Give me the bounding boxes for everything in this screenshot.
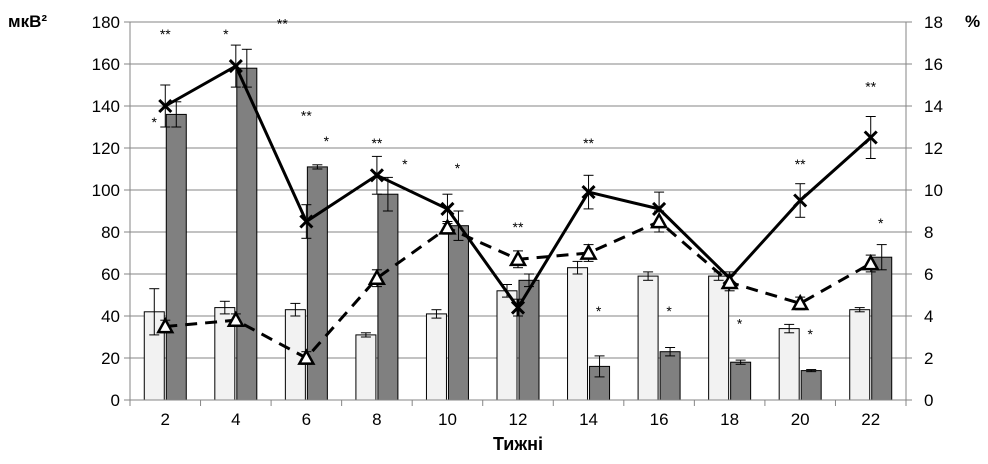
x-tick-label: 6: [302, 410, 311, 429]
x-tick-label: 22: [861, 410, 880, 429]
bar: [730, 361, 752, 401]
left-tick-label: 120: [92, 139, 120, 158]
significance-mark: **: [865, 78, 876, 94]
significance-mark: *: [402, 156, 408, 172]
significance-mark: *: [878, 215, 884, 231]
x-tick-label: 10: [438, 410, 457, 429]
bar: [800, 370, 822, 401]
significance-mark: *: [324, 133, 330, 149]
x-tick-label: 12: [509, 410, 528, 429]
x-marker: [228, 59, 243, 74]
significance-mark: **: [160, 26, 171, 42]
right-tick-label: 10: [924, 181, 943, 200]
left-tick-label: 80: [101, 223, 120, 242]
x-marker: [581, 185, 596, 200]
x-marker: [158, 98, 173, 114]
x-tick-label: 20: [791, 410, 810, 429]
right-tick-label: 16: [924, 55, 943, 74]
left-tick-label: 60: [101, 265, 120, 284]
series-line: [165, 219, 872, 360]
bar: [355, 334, 377, 401]
right-tick-label: 8: [924, 223, 933, 242]
significance-mark: *: [807, 326, 813, 342]
left-tick-label: 140: [92, 97, 120, 116]
bar: [659, 351, 681, 401]
bar: [637, 275, 659, 401]
left-tick-label: 160: [92, 55, 120, 74]
significance-mark: **: [277, 15, 288, 31]
bar: [496, 290, 518, 401]
bar: [306, 166, 328, 401]
x-marker: [510, 300, 526, 315]
right-tick-label: 12: [924, 139, 943, 158]
left-tick-label: 180: [92, 13, 120, 32]
significance-mark: **: [371, 135, 382, 151]
triangle-marker: [649, 211, 669, 229]
triangle-marker: [297, 348, 316, 365]
significance-mark: **: [513, 219, 524, 235]
significance-mark: *: [737, 316, 743, 332]
x-tick-label: 16: [650, 410, 669, 429]
bar: [377, 193, 399, 401]
significance-mark: **: [795, 156, 806, 172]
gridlines: [130, 21, 906, 359]
right-axis-unit: %: [965, 12, 980, 31]
triangle-marker: [720, 272, 739, 290]
x-marker: [652, 201, 667, 216]
x-tick-label: 4: [231, 410, 240, 429]
right-tick-label: 0: [924, 391, 933, 410]
left-tick-label: 20: [101, 349, 120, 368]
right-tick-label: 4: [924, 307, 933, 326]
left-tick-label: 40: [101, 307, 120, 326]
bar: [778, 328, 800, 401]
triangle-marker: [508, 249, 528, 267]
bar: [165, 113, 187, 401]
right-tick-label: 14: [924, 97, 943, 116]
right-tick-label: 18: [924, 13, 943, 32]
x-tick-label: 14: [579, 410, 598, 429]
triangle-marker: [438, 218, 457, 235]
right-tick-label: 2: [924, 349, 933, 368]
x-marker: [440, 201, 455, 216]
x-tick-label: 18: [720, 410, 739, 429]
bar: [425, 313, 447, 401]
left-tick-label: 100: [92, 181, 120, 200]
significance-mark: *: [152, 114, 158, 130]
x-marker: [299, 214, 314, 229]
bar: [708, 275, 730, 401]
x-marker: [863, 130, 878, 145]
right-tick-label: 6: [924, 265, 933, 284]
x-tick-label: 2: [161, 410, 170, 429]
left-axis-unit: мкВ²: [8, 12, 47, 31]
significance-mark: *: [596, 303, 602, 319]
significance-mark: *: [455, 160, 461, 176]
x-marker: [793, 193, 808, 208]
triangle-marker: [156, 316, 175, 334]
significance-mark: **: [301, 108, 312, 124]
triangle-marker: [367, 268, 387, 286]
triangle-marker: [579, 243, 598, 260]
ticks: 0 20 40 60 80 100 120 140 160 180 0 2 4 6 8 10 12 14 16 18 2…: [92, 13, 943, 429]
x-axis-label: Тижні: [493, 434, 543, 454]
significance-mark: *: [223, 26, 229, 42]
series-line: [164, 63, 872, 311]
triangle-marker: [226, 310, 245, 328]
significance-mark: **: [583, 135, 594, 151]
triangle-marker: [861, 253, 880, 271]
triangle-marker: [791, 293, 810, 311]
bar: [236, 67, 258, 401]
bar: [871, 256, 893, 401]
bar: [567, 267, 589, 401]
x-marker: [369, 168, 384, 183]
significance-mark: *: [666, 303, 672, 319]
lines: [156, 44, 880, 365]
left-tick-label: 0: [111, 391, 120, 410]
bar: [849, 309, 871, 401]
x-tick-label: 8: [372, 410, 381, 429]
annotations: ********* *** ****** ********: [152, 15, 884, 342]
bar: [447, 225, 469, 401]
